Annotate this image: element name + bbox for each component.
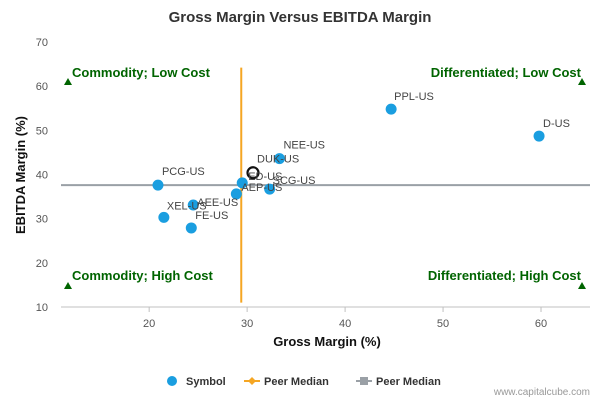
data-point bbox=[236, 177, 248, 189]
data-point-label: PCG-US bbox=[162, 166, 205, 178]
data-point bbox=[158, 211, 170, 223]
quadrant-label: Commodity; High Cost bbox=[72, 268, 213, 283]
data-point bbox=[187, 199, 199, 211]
data-point-label: PPL-US bbox=[394, 91, 434, 103]
y-tick-label: 60 bbox=[36, 81, 48, 93]
data-point bbox=[273, 153, 285, 165]
quadrant-label: Differentiated; Low Cost bbox=[431, 65, 582, 80]
data-point bbox=[152, 179, 164, 191]
data-point-label: XEL-US bbox=[167, 200, 207, 212]
quadrant-marker-icon bbox=[578, 282, 586, 289]
data-point-label: D-US bbox=[543, 118, 570, 130]
quadrant-marker-icon bbox=[578, 78, 586, 85]
data-point bbox=[185, 222, 197, 234]
data-point-label: FE-US bbox=[195, 210, 228, 222]
x-tick-label: 20 bbox=[143, 318, 155, 330]
x-tick-label: 60 bbox=[535, 318, 547, 330]
legend-label: Peer Median bbox=[264, 376, 329, 388]
y-axis-ticks: 10 20 30 40 50 60 70 bbox=[36, 37, 48, 314]
data-point-label: ED-US bbox=[248, 171, 282, 183]
data-point bbox=[230, 188, 242, 200]
quadrant-label: Commodity; Low Cost bbox=[72, 65, 211, 80]
x-axis-title: Gross Margin (%) bbox=[273, 334, 381, 349]
x-tick-label: 50 bbox=[437, 318, 449, 330]
y-tick-label: 30 bbox=[36, 214, 48, 226]
data-point bbox=[385, 103, 397, 115]
y-tick-label: 50 bbox=[36, 125, 48, 137]
y-tick-label: 10 bbox=[36, 302, 48, 314]
x-tick-label: 30 bbox=[241, 318, 253, 330]
data-point-label: NEE-US bbox=[283, 140, 325, 152]
legend: Symbol Peer Median Peer Median bbox=[167, 376, 441, 388]
data-point-label: SCG-US bbox=[273, 175, 316, 187]
quadrant-label: Differentiated; High Cost bbox=[428, 268, 582, 283]
x-axis-ticks: 20 30 40 50 60 bbox=[143, 307, 547, 330]
data-point-highlight bbox=[246, 166, 260, 180]
x-tick-label: 40 bbox=[339, 318, 351, 330]
data-point-label: DUK-US bbox=[257, 154, 299, 166]
legend-label: Symbol bbox=[186, 376, 226, 388]
chart-title: Gross Margin Versus EBITDA Margin bbox=[169, 9, 432, 26]
data-point-label: AEE-US bbox=[197, 197, 238, 209]
quadrant-marker-icon bbox=[64, 78, 72, 85]
legend-diamond-marker bbox=[248, 377, 256, 385]
quadrant-labels: Commodity; Low Cost Differentiated; Low C… bbox=[64, 65, 586, 289]
data-point-label: AEP-US bbox=[241, 182, 282, 194]
quadrant-marker-icon bbox=[64, 282, 72, 289]
legend-symbol-marker bbox=[167, 376, 177, 386]
y-tick-label: 20 bbox=[36, 258, 48, 270]
legend-square-marker bbox=[360, 377, 368, 385]
credit-text: www.capitalcube.com bbox=[493, 387, 590, 398]
legend-label: Peer Median bbox=[376, 376, 441, 388]
y-tick-label: 70 bbox=[36, 37, 48, 49]
data-point bbox=[264, 183, 276, 195]
y-axis-title: EBITDA Margin (%) bbox=[13, 116, 28, 234]
data-point bbox=[533, 130, 545, 142]
y-tick-label: 40 bbox=[36, 170, 48, 182]
